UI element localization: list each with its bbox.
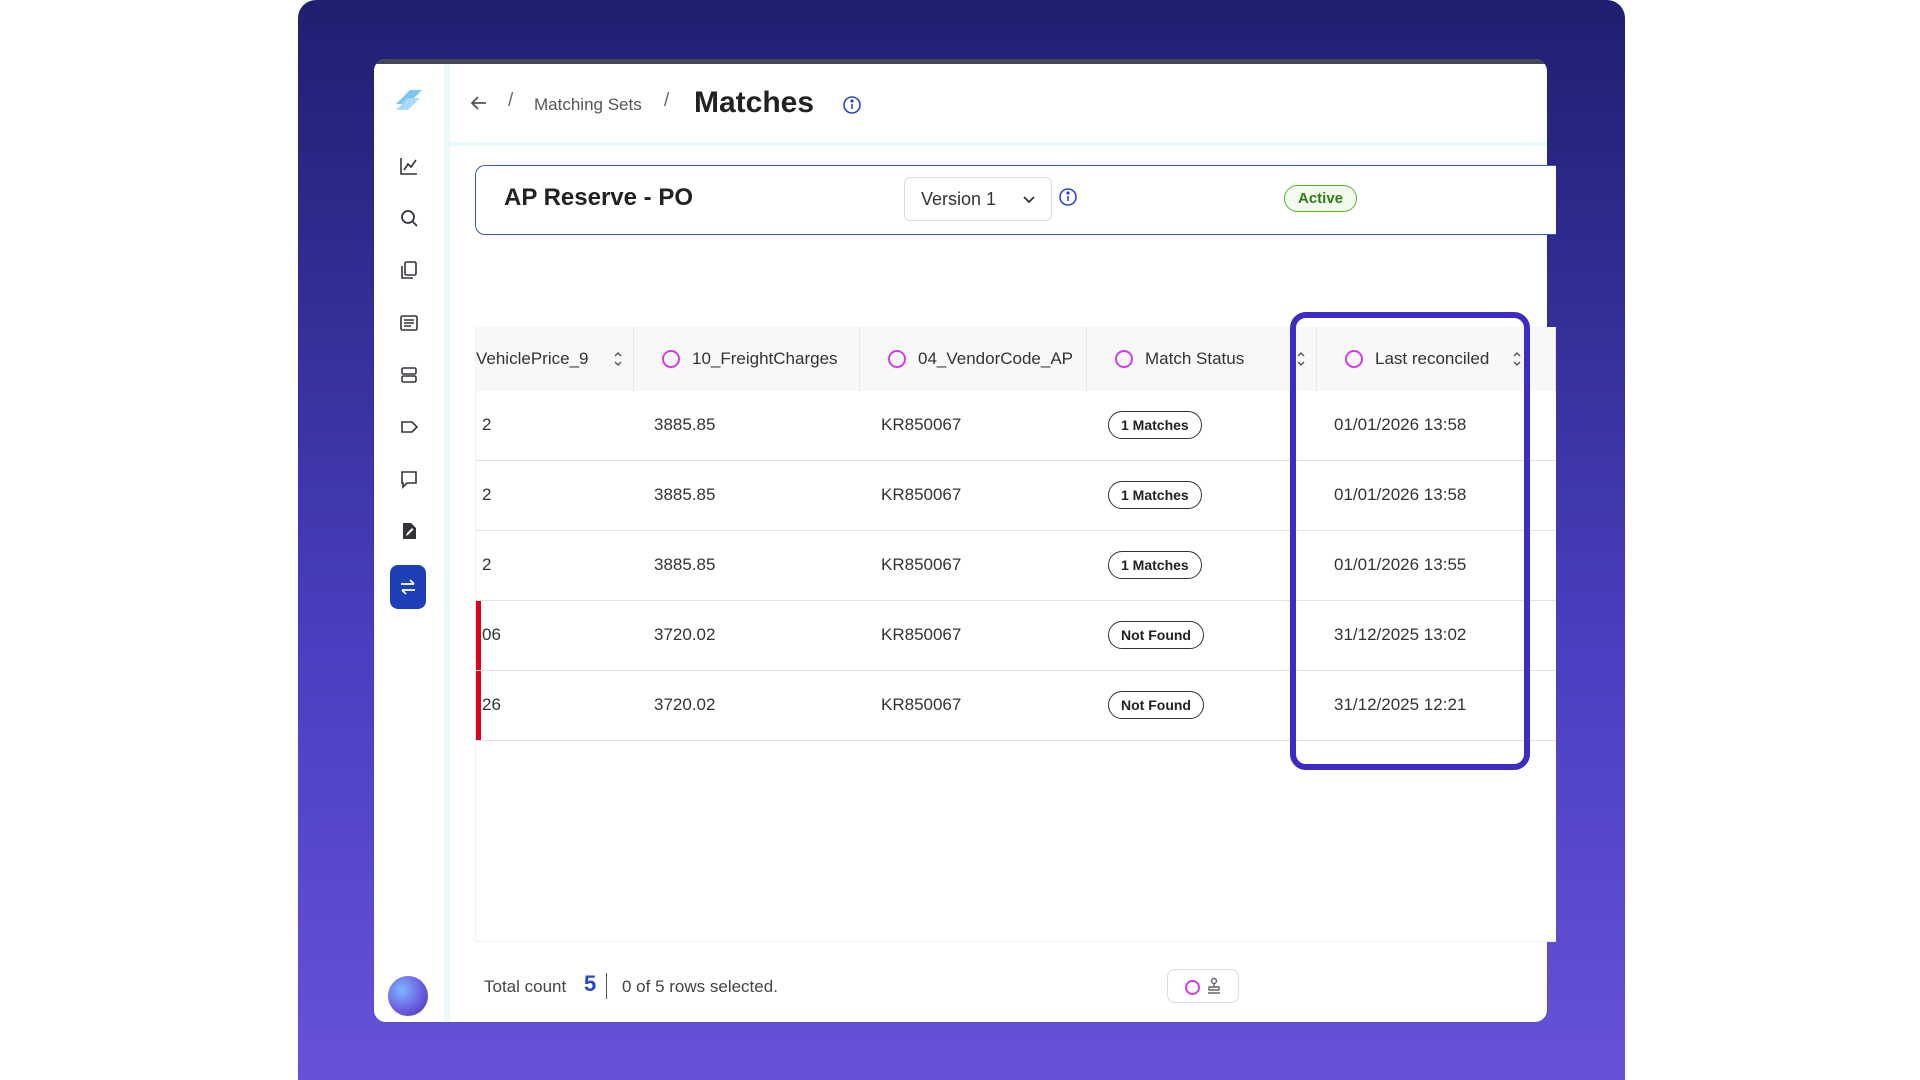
breadcrumb-matching-sets[interactable]: Matching Sets — [534, 95, 642, 114]
column-label: 04_VendorCode_AP — [918, 349, 1074, 368]
cell-vehicle-price: 2 — [482, 415, 492, 434]
table-row[interactable]: 2 3885.85 KR850067 1 Matches 01/01/2026 … — [476, 531, 1556, 601]
page-title: Matches — [694, 86, 815, 119]
column-header-freight-charges[interactable]: 10_FreightCharges — [634, 327, 860, 391]
window-top-line — [374, 59, 1547, 64]
select-ring-icon[interactable] — [1185, 980, 1200, 995]
total-count-label: Total count — [484, 977, 567, 996]
list-icon[interactable] — [393, 307, 425, 339]
status-badge: Active — [1284, 185, 1358, 212]
table-row[interactable]: 06 3720.02 KR850067 Not Found 31/12/2025… — [476, 601, 1556, 671]
chat-icon[interactable] — [393, 463, 425, 495]
sidebar — [374, 64, 450, 1022]
cell-vendor-code: KR850067 — [881, 695, 962, 714]
match-status-pill[interactable]: 1 Matches — [1108, 411, 1202, 439]
total-count-value: 5 — [584, 971, 597, 996]
cell-vendor-code: KR850067 — [881, 485, 962, 504]
cell-vendor-code: KR850067 — [881, 555, 962, 574]
cell-vehicle-price: 2 — [482, 485, 492, 504]
column-select-icon[interactable] — [1345, 350, 1363, 368]
column-select-icon[interactable] — [662, 350, 680, 368]
back-arrow-icon[interactable] — [468, 92, 490, 114]
version-select[interactable]: Version 1 — [904, 177, 1052, 221]
match-status-pill[interactable]: Not Found — [1108, 691, 1204, 719]
cell-freight-charges: 3720.02 — [654, 625, 716, 644]
footer-toolbar[interactable] — [1167, 969, 1239, 1003]
breadcrumb-separator: / — [664, 90, 670, 111]
cell-vehicle-price: 2 — [482, 555, 492, 574]
breadcrumb-separator: / — [508, 90, 514, 111]
match-status-pill[interactable]: 1 Matches — [1108, 551, 1202, 579]
column-label: Match Status — [1145, 349, 1245, 368]
cell-last-reconciled: 31/12/2025 12:21 — [1334, 695, 1467, 714]
column-label: 10_FreightCharges — [692, 349, 838, 368]
sort-icon[interactable] — [1512, 351, 1522, 367]
file-edit-icon[interactable] — [393, 515, 425, 547]
column-select-icon[interactable] — [888, 350, 906, 368]
rows-selected-text: 0 of 5 rows selected. — [622, 977, 778, 996]
cell-freight-charges: 3885.85 — [654, 415, 716, 434]
cell-last-reconciled: 01/01/2026 13:55 — [1334, 555, 1467, 574]
column-header-match-status[interactable]: Match Status — [1087, 327, 1317, 391]
avatar[interactable] — [388, 976, 428, 1016]
table-row[interactable]: 2 3885.85 KR850067 1 Matches 01/01/2026 … — [476, 461, 1556, 531]
column-header-vehicle-price[interactable]: 9_VehiclePrice — [476, 327, 634, 391]
column-label: 9_VehiclePrice — [476, 349, 589, 368]
cell-last-reconciled: 31/12/2025 13:02 — [1334, 625, 1467, 644]
matches-table: 9_VehiclePrice 10_FreightCharges 04_Vend… — [475, 327, 1556, 942]
cell-freight-charges: 3885.85 — [654, 555, 716, 574]
version-info-icon[interactable] — [1058, 187, 1078, 207]
table-row[interactable]: 26 3720.02 KR850067 Not Found 31/12/2025… — [476, 671, 1556, 741]
match-status-pill[interactable]: 1 Matches — [1108, 481, 1202, 509]
cell-vehicle-price: 26 — [482, 695, 501, 714]
cell-vehicle-price: 06 — [482, 625, 501, 644]
table-row[interactable]: 2 3885.85 KR850067 1 Matches 01/01/2026 … — [476, 391, 1556, 461]
chart-icon[interactable] — [393, 150, 425, 182]
row-error-flag — [476, 601, 481, 670]
row-error-flag — [476, 671, 481, 740]
footer-divider — [606, 973, 607, 999]
stamp-icon[interactable] — [1206, 977, 1222, 995]
cell-vendor-code: KR850067 — [881, 415, 962, 434]
documents-icon[interactable] — [393, 254, 425, 286]
matching-set-name: AP Reserve - PO — [504, 184, 693, 211]
page-header: / Matching Sets / Matches — [450, 64, 1547, 146]
sort-icon[interactable] — [1296, 351, 1306, 367]
column-select-icon[interactable] — [1115, 350, 1133, 368]
logo-icon[interactable] — [392, 86, 426, 116]
cell-vendor-code: KR850067 — [881, 625, 962, 644]
chevron-down-icon — [1023, 196, 1035, 204]
cell-freight-charges: 3885.85 — [654, 485, 716, 504]
column-label: Last reconciled — [1375, 349, 1490, 368]
version-label: Version 1 — [921, 189, 997, 209]
matching-set-card: AP Reserve - PO Version 1 Active — [475, 165, 1556, 235]
match-status-pill[interactable]: Not Found — [1108, 621, 1204, 649]
swap-icon[interactable] — [390, 565, 426, 609]
database-icon[interactable] — [393, 359, 425, 391]
cell-last-reconciled: 01/01/2026 13:58 — [1334, 485, 1467, 504]
column-header-last-reconciled[interactable]: Last reconciled — [1317, 327, 1556, 391]
search-icon[interactable] — [393, 202, 425, 234]
column-header-vendor-code[interactable]: 04_VendorCode_AP — [860, 327, 1087, 391]
cell-last-reconciled: 01/01/2026 13:58 — [1334, 415, 1467, 434]
table-header: 9_VehiclePrice 10_FreightCharges 04_Vend… — [476, 327, 1556, 391]
sort-icon[interactable] — [613, 351, 623, 367]
info-icon[interactable] — [842, 95, 862, 115]
tag-icon[interactable] — [393, 411, 425, 443]
cell-freight-charges: 3720.02 — [654, 695, 716, 714]
